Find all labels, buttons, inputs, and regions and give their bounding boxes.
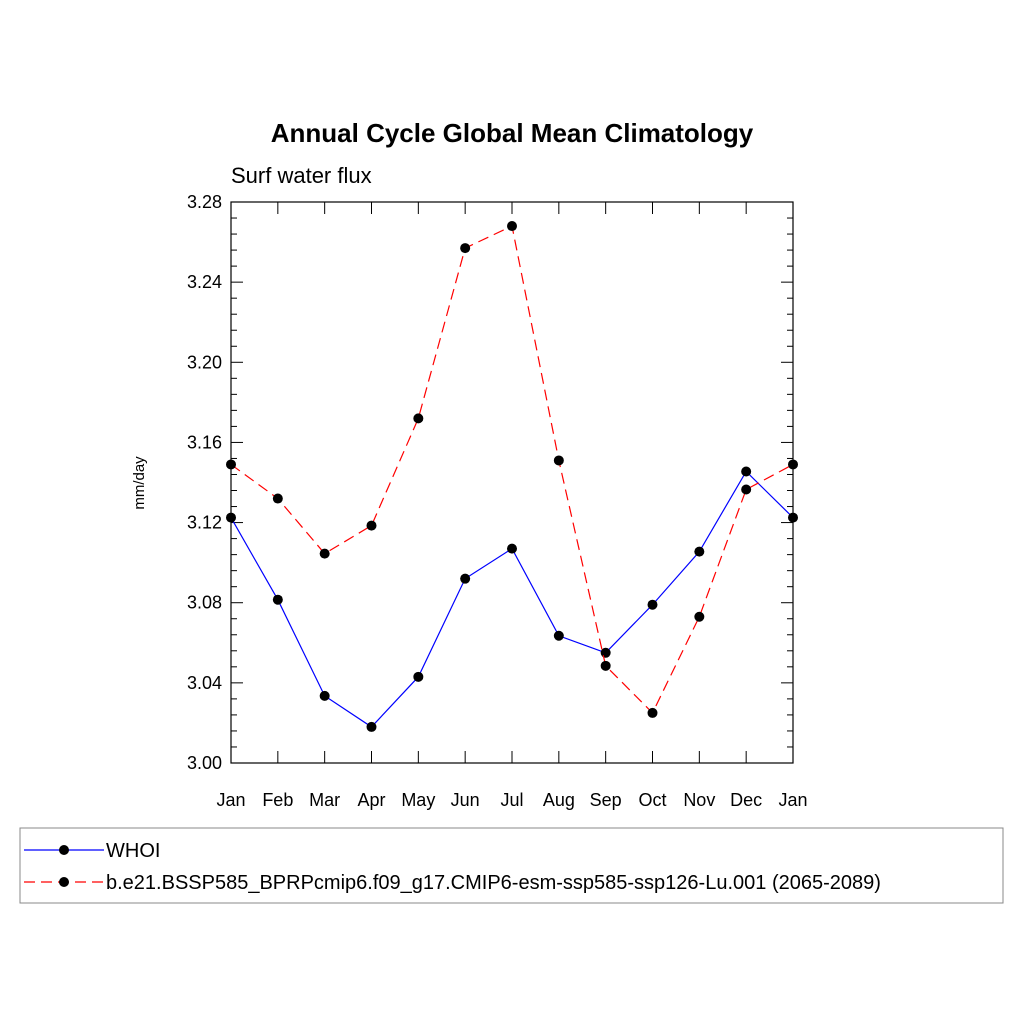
legend-label: WHOI bbox=[106, 840, 160, 862]
data-point bbox=[507, 221, 517, 232]
y-tick-label: 3.08 bbox=[187, 593, 222, 613]
legend-marker bbox=[59, 877, 69, 887]
x-tick-label: Jan bbox=[216, 790, 245, 810]
y-tick-label: 3.12 bbox=[187, 513, 222, 533]
x-tick-label: May bbox=[401, 790, 435, 810]
data-point bbox=[460, 243, 471, 254]
data-point bbox=[694, 611, 705, 622]
data-point bbox=[788, 512, 798, 523]
data-point bbox=[553, 630, 564, 641]
data-point bbox=[226, 512, 236, 523]
plot-frame bbox=[230, 201, 794, 764]
series-2 bbox=[226, 221, 798, 718]
data-point bbox=[741, 466, 752, 477]
x-tick-label: Aug bbox=[543, 790, 575, 810]
series-line bbox=[230, 470, 794, 728]
y-tick-label: 3.28 bbox=[187, 192, 222, 212]
data-point bbox=[366, 721, 377, 732]
y-tick-label: 3.20 bbox=[187, 352, 222, 372]
data-point bbox=[272, 493, 283, 504]
data-point bbox=[647, 707, 658, 718]
chart-subtitle: Surf water flux bbox=[231, 163, 372, 188]
series-layer bbox=[226, 221, 798, 732]
legend-label: b.e21.BSSP585_BPRPcmip6.f09_g17.CMIP6-es… bbox=[106, 872, 881, 894]
x-tick-label: Apr bbox=[357, 790, 385, 810]
y-tick-label: 3.00 bbox=[187, 753, 222, 773]
x-tick-label: Mar bbox=[309, 790, 340, 810]
data-point bbox=[272, 594, 283, 605]
data-point bbox=[694, 546, 705, 557]
series-line bbox=[230, 225, 794, 714]
x-tick-label: Oct bbox=[638, 790, 666, 810]
series-1 bbox=[226, 466, 798, 732]
data-point bbox=[460, 573, 471, 584]
x-tick-labels: Jan Feb Mar Apr May Jun Jul Aug Sep Oct Nov Dec Jan bbox=[216, 790, 807, 810]
data-point bbox=[741, 484, 752, 495]
data-point bbox=[413, 671, 424, 682]
data-point bbox=[319, 548, 330, 559]
x-tick-label: Sep bbox=[590, 790, 622, 810]
y-axis-label: mm/day bbox=[131, 456, 148, 510]
data-point bbox=[788, 459, 798, 470]
y-tick-label: 3.24 bbox=[187, 272, 222, 292]
x-tick-label: Nov bbox=[683, 790, 715, 810]
y-tick-label: 3.04 bbox=[187, 673, 222, 693]
data-point bbox=[553, 455, 564, 466]
chart-title: Annual Cycle Global Mean Climatology bbox=[271, 118, 754, 148]
y-tick-label: 3.16 bbox=[187, 432, 222, 452]
x-tick-label: Feb bbox=[262, 790, 293, 810]
data-point bbox=[413, 413, 424, 424]
axis-ticks bbox=[230, 201, 794, 764]
x-tick-label: Jan bbox=[778, 790, 807, 810]
legend-item-1: WHOI bbox=[24, 840, 160, 862]
legend-marker bbox=[59, 845, 69, 855]
x-tick-label: Jul bbox=[500, 790, 523, 810]
data-point bbox=[319, 690, 330, 701]
data-point bbox=[226, 459, 236, 470]
x-tick-label: Dec bbox=[730, 790, 762, 810]
legend-box bbox=[19, 827, 1004, 904]
legend-item-2: b.e21.BSSP585_BPRPcmip6.f09_g17.CMIP6-es… bbox=[24, 872, 881, 894]
data-point bbox=[366, 520, 377, 531]
x-tick-label: Jun bbox=[451, 790, 480, 810]
legend: WHOI b.e21.BSSP585_BPRPcmip6.f09_g17.CMIP… bbox=[24, 840, 881, 894]
y-tick-labels: 3.00 3.04 3.08 3.12 3.16 3.20 3.24 3.28 bbox=[187, 192, 222, 773]
data-point bbox=[600, 660, 611, 671]
data-point bbox=[647, 599, 658, 610]
data-point bbox=[507, 543, 517, 554]
